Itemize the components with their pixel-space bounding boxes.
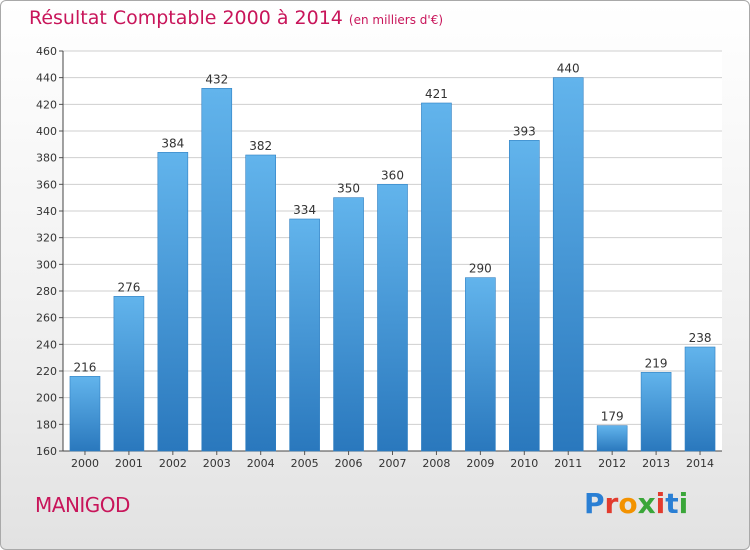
x-tick-label: 2010 bbox=[510, 457, 538, 470]
y-tick-label: 200 bbox=[36, 392, 57, 405]
data-label-2003: 432 bbox=[205, 72, 228, 86]
commune-name: MANIGOD bbox=[35, 493, 130, 517]
bar-2013 bbox=[640, 372, 672, 452]
bar-2002 bbox=[157, 152, 189, 452]
data-label-2006: 350 bbox=[337, 182, 360, 196]
bar-2012 bbox=[596, 425, 628, 452]
y-tick-label: 220 bbox=[36, 365, 57, 378]
y-tick-label: 300 bbox=[36, 258, 57, 271]
bar-2008 bbox=[421, 102, 452, 452]
y-tick-label: 420 bbox=[36, 98, 57, 111]
data-label-2009: 290 bbox=[469, 262, 492, 276]
y-tick-label: 440 bbox=[36, 72, 57, 85]
bar-2000 bbox=[69, 376, 101, 452]
bar-2005 bbox=[289, 218, 320, 452]
bar-2014 bbox=[684, 346, 716, 452]
bar-2011 bbox=[552, 77, 584, 452]
x-tick-label: 2001 bbox=[115, 457, 143, 470]
x-tick-label: 2013 bbox=[642, 457, 670, 470]
y-tick-label: 260 bbox=[36, 312, 57, 325]
data-label-2005: 334 bbox=[293, 203, 316, 217]
logo-letter: x bbox=[637, 487, 656, 520]
y-tick-label: 180 bbox=[36, 418, 57, 431]
y-tick-label: 240 bbox=[36, 338, 57, 351]
logo-letter: i bbox=[655, 487, 666, 520]
data-label-2007: 360 bbox=[381, 168, 404, 182]
title-unit: (en milliers d'€) bbox=[348, 13, 444, 27]
logo-letter: r bbox=[604, 487, 619, 520]
chart-title: Résultat Comptable 2000 à 2014 (en millie… bbox=[29, 7, 443, 29]
y-tick-label: 340 bbox=[36, 205, 57, 218]
x-tick-label: 2003 bbox=[203, 457, 231, 470]
data-label-2014: 238 bbox=[689, 331, 712, 345]
bar-2006 bbox=[333, 197, 364, 452]
logo-letter: P bbox=[584, 487, 605, 520]
logo-letter: t bbox=[665, 487, 679, 520]
x-tick-label: 2008 bbox=[422, 457, 450, 470]
y-tick-label: 160 bbox=[36, 445, 57, 458]
y-tick-label: 400 bbox=[36, 125, 57, 138]
data-label-2012: 179 bbox=[601, 410, 624, 424]
y-tick-label: 320 bbox=[36, 232, 57, 245]
bar-2001 bbox=[113, 296, 145, 452]
data-label-2011: 440 bbox=[557, 62, 580, 76]
logo-letter: o bbox=[618, 487, 638, 520]
x-tick-label: 2012 bbox=[598, 457, 626, 470]
data-label-2002: 384 bbox=[161, 136, 184, 150]
x-tick-label: 2000 bbox=[71, 457, 99, 470]
bar-2009 bbox=[465, 277, 496, 452]
y-tick-label: 380 bbox=[36, 152, 57, 165]
x-tick-label: 2004 bbox=[247, 457, 275, 470]
x-tick-label: 2011 bbox=[554, 457, 582, 470]
logo-letter: i bbox=[678, 487, 689, 520]
x-tick-label: 2014 bbox=[686, 457, 714, 470]
bar-2007 bbox=[377, 184, 408, 452]
data-label-2000: 216 bbox=[74, 360, 97, 374]
data-label-2004: 382 bbox=[249, 139, 272, 153]
y-tick-label: 360 bbox=[36, 178, 57, 191]
x-tick-label: 2002 bbox=[159, 457, 187, 470]
bar-2010 bbox=[508, 140, 540, 452]
title-text: Résultat Comptable 2000 à 2014 bbox=[29, 7, 343, 29]
x-tick-label: 2006 bbox=[335, 457, 363, 470]
data-label-2001: 276 bbox=[117, 280, 140, 294]
bar-2004 bbox=[245, 154, 276, 452]
proxiti-logo: Proxiti bbox=[584, 487, 688, 520]
x-tick-label: 2007 bbox=[379, 457, 407, 470]
y-tick-label: 460 bbox=[36, 45, 57, 58]
data-label-2010: 393 bbox=[513, 124, 536, 138]
bar-2003 bbox=[201, 88, 233, 452]
x-tick-label: 2009 bbox=[466, 457, 494, 470]
x-tick-label: 2005 bbox=[291, 457, 319, 470]
data-label-2013: 219 bbox=[645, 356, 668, 370]
data-label-2008: 421 bbox=[425, 87, 448, 101]
y-tick-label: 280 bbox=[36, 285, 57, 298]
